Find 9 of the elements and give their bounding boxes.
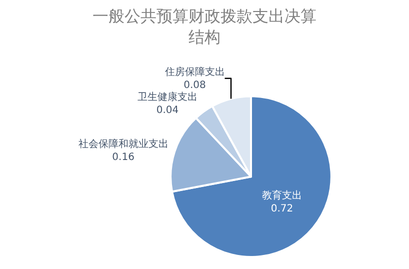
data-label: 0.72	[270, 204, 294, 215]
data-label: 0.04	[156, 104, 179, 116]
data-label: 0.16	[112, 152, 134, 164]
chart-title: 一般公共预算财政拨款支出决算结构	[92, 6, 316, 46]
data-label: 0.08	[184, 80, 206, 91]
slice-label: 卫生健康支出	[137, 90, 198, 103]
slice-label: 住房保障支出	[164, 66, 225, 78]
slice-label: 社会保障和就业支出	[78, 138, 168, 150]
slice-label: 教育支出	[262, 190, 302, 202]
